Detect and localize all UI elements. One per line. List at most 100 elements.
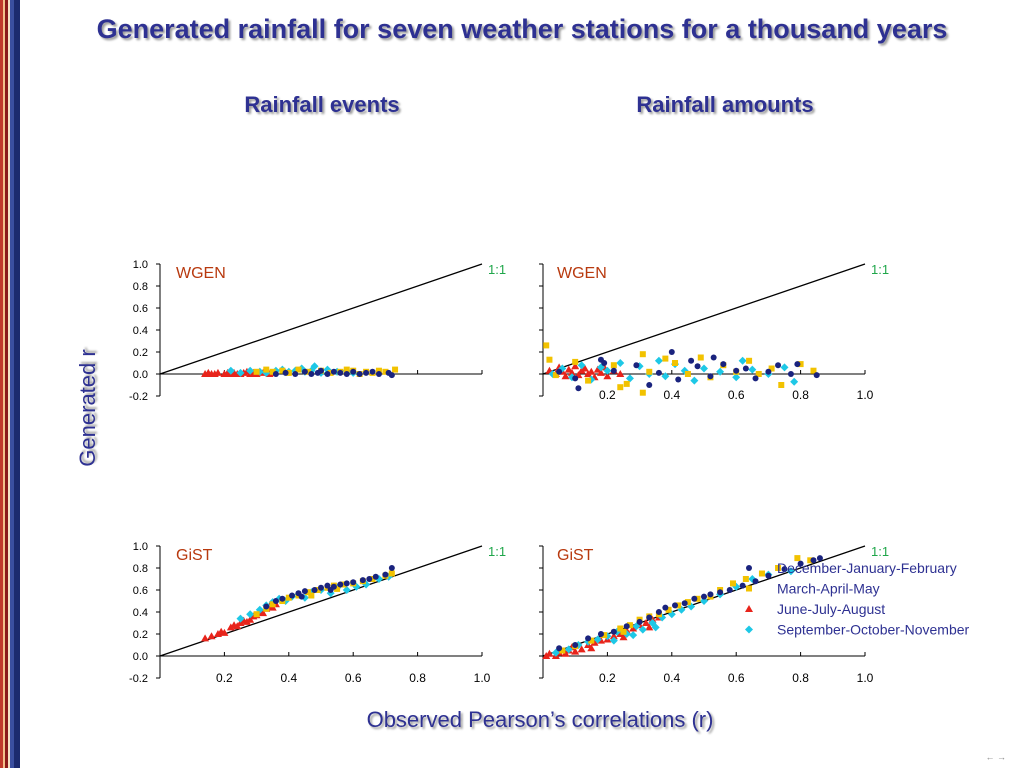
events-wgen-point-DJF: [301, 368, 308, 375]
amounts-wgen-point-MAM: [585, 377, 592, 384]
amounts-gist-point-SON: [629, 631, 638, 640]
events-wgen-point-MAM: [327, 369, 334, 376]
events-wgen-y-tick-label: -0.2: [129, 391, 148, 403]
amounts-wgen-point-DJF: [765, 368, 772, 375]
amounts-wgen-point-DJF: [710, 354, 717, 361]
amounts-wgen-point-SON: [780, 363, 789, 372]
amounts-wgen-point-DJF: [655, 369, 662, 376]
events-wgen-y-tick-label: 0.4: [133, 325, 148, 337]
amounts-gist-point-MAM: [601, 632, 608, 639]
amounts-gist-point-SON: [786, 567, 795, 576]
events-gist-model-label: GiST: [176, 547, 213, 564]
amounts-gist-point-JJA: [577, 645, 586, 653]
amounts-wgen-point-DJF: [610, 367, 617, 374]
legend-marker-DJF: [746, 565, 752, 571]
amounts-gist-point-SON: [564, 645, 573, 654]
amounts-gist-point-DJF: [765, 572, 772, 579]
amounts-gist-point-DJF: [646, 614, 653, 621]
amounts-wgen-x-tick-label: 1.0: [857, 388, 874, 402]
events-gist-point-DJF: [289, 592, 296, 599]
amounts-gist-point-DJF: [701, 593, 707, 600]
amounts-gist-point-JJA: [645, 623, 654, 631]
amounts-gist-point-JJA: [587, 644, 596, 652]
amounts-wgen-point-MAM: [639, 351, 646, 358]
column-title-amounts: Rainfall amounts: [636, 92, 814, 117]
amounts-gist-point-MAM: [729, 580, 736, 587]
amounts-gist-point-DJF: [556, 645, 563, 652]
amounts-gist-x-tick-label: 0.6: [728, 671, 745, 685]
events-wgen-point-DJF: [343, 371, 350, 377]
events-gist-point-MAM: [340, 581, 347, 588]
amounts-gist-point-SON: [700, 597, 708, 605]
amounts-gist-point-MAM: [775, 565, 782, 571]
events-gist-point-DJF: [388, 565, 395, 571]
amounts-wgen-point-MAM: [778, 382, 785, 388]
events-gist-point-SON: [246, 610, 255, 619]
amounts-wgen-point-MAM: [684, 371, 691, 377]
events-wgen-point-DJF: [363, 369, 370, 376]
events-gist-point-MAM: [253, 611, 260, 618]
amounts-gist-point-MAM: [794, 555, 801, 562]
amounts-wgen-point-MAM: [797, 361, 804, 368]
amounts-wgen-point-DJF: [720, 361, 727, 368]
events-wgen-point-MAM: [392, 366, 399, 373]
amounts-gist-point-MAM: [617, 625, 624, 632]
events-wgen-one-to-one-label: 1:1: [488, 262, 506, 277]
amounts-wgen-x-tick-label: 0.8: [792, 388, 809, 402]
amounts-wgen-point-JJA: [561, 372, 570, 380]
amounts-gist-x-tick-label: 1.0: [857, 671, 874, 685]
events-gist-point-JJA: [220, 628, 229, 636]
amounts-wgen-point-DJF: [742, 365, 749, 372]
amounts-gist-point-MAM: [758, 570, 765, 577]
events-gist-point-JJA: [259, 609, 268, 617]
slide-nav-arrows[interactable]: ← →: [985, 752, 1006, 762]
events-gist-y-tick-label: 0.8: [133, 563, 148, 575]
events-wgen-point-SON: [226, 366, 235, 375]
amounts-gist-point-DJF: [636, 618, 643, 625]
amounts-gist-point-MAM: [694, 595, 701, 602]
amounts-wgen-point-DJF: [688, 357, 695, 364]
events-gist-y-tick-label: 1.0: [133, 541, 148, 553]
amounts-wgen-point-DJF: [694, 363, 701, 370]
amounts-wgen-point-SON: [625, 374, 634, 383]
amounts-wgen-point-JJA: [571, 362, 580, 370]
amounts-wgen-point-DJF: [813, 372, 820, 379]
amounts-wgen-point-MAM: [810, 367, 817, 374]
events-gist-x-tick-label: 0.4: [280, 671, 297, 685]
amounts-gist-point-JJA: [619, 633, 628, 641]
amounts-gist-point-JJA: [571, 647, 580, 655]
amounts-wgen-point-DJF: [675, 376, 682, 383]
amounts-wgen-point-MAM: [543, 342, 550, 349]
amounts-wgen-point-SON: [690, 376, 699, 385]
events-wgen-point-SON: [236, 368, 245, 377]
amounts-gist-point-DJF: [810, 557, 817, 564]
amounts-gist-x-tick-label: 0.4: [663, 671, 680, 685]
amounts-wgen-point-SON: [790, 377, 799, 386]
x-axis-label: Observed Pearson’s correlations (r): [366, 707, 714, 732]
amounts-gist-point-MAM: [626, 622, 633, 629]
events-gist-point-JJA: [201, 634, 210, 642]
events-gist-y-tick-label: 0.6: [133, 585, 148, 597]
events-gist-y-tick-label: 0.0: [133, 651, 148, 663]
amounts-wgen-point-JJA: [593, 365, 602, 373]
slide-title: Generated rainfall for seven weather sta…: [96, 14, 948, 44]
events-wgen-point-DJF: [308, 371, 315, 377]
column-title-events: Rainfall events: [244, 92, 400, 117]
events-wgen-y-tick-label: 1.0: [133, 259, 148, 271]
amounts-wgen-point-DJF: [575, 385, 582, 392]
events-gist-point-SON: [342, 586, 351, 594]
events-wgen-model-label: WGEN: [176, 265, 226, 282]
amounts-wgen-point-MAM: [552, 372, 559, 379]
events-wgen-point-MAM: [375, 367, 382, 374]
legend-label-DJF: December-January-February: [777, 560, 957, 576]
amounts-gist-point-DJF: [781, 566, 788, 573]
amounts-gist-point-DJF: [752, 578, 759, 585]
amounts-gist-point-DJF: [585, 635, 592, 642]
events-wgen-y-tick-label: 0.6: [133, 303, 148, 315]
amounts-wgen-point-SON: [700, 364, 708, 373]
amounts-gist-point-DJF: [572, 642, 579, 648]
amounts-wgen-point-SON: [748, 365, 757, 374]
events-gist-point-DJF: [382, 571, 389, 578]
events-wgen-point-DJF: [282, 369, 289, 376]
amounts-gist-point-JJA: [609, 632, 618, 640]
